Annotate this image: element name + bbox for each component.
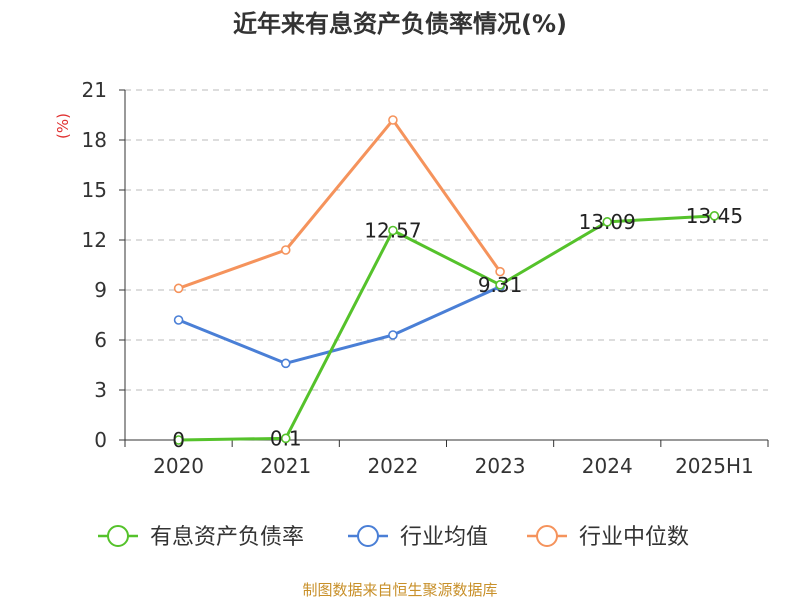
legend-label: 行业中位数: [579, 525, 689, 550]
series-line: [177, 285, 502, 365]
data-label: 0: [172, 428, 185, 452]
x-tick-labels: 2020 2021 2022 2023 2024 2025H1: [153, 454, 754, 478]
y-tick-label: 18: [82, 128, 107, 152]
y-tick-label: 9: [94, 278, 107, 302]
y-tick-label: 6: [94, 328, 107, 352]
data-point: [388, 115, 398, 125]
data-label: 13.09: [579, 210, 636, 234]
x-tick-label: 2024: [582, 454, 633, 478]
chart-title: 近年来有息资产负债率情况(%): [233, 10, 567, 38]
legend-marker: [536, 525, 558, 547]
y-tick-label: 12: [82, 228, 107, 252]
data-labels: 0 0.1 12.57 9.31 13.09 13.45: [172, 204, 743, 452]
data-point: [602, 217, 613, 227]
data-label: 0.1: [270, 426, 302, 450]
x-tick-label: 2025H1: [675, 454, 754, 478]
series-lines: [173, 115, 720, 445]
data-point: [173, 435, 184, 445]
data-point: [280, 433, 291, 444]
data-point: [709, 211, 720, 221]
legend-marker: [357, 525, 379, 547]
data-point: [173, 315, 184, 325]
x-tick-label: 2020: [153, 454, 204, 478]
legend-marker: [107, 525, 129, 547]
source-note: 制图数据来自恒生聚源数据库: [302, 581, 497, 599]
series-line: [177, 214, 716, 442]
series-line: [177, 118, 502, 290]
data-label: 12.57: [364, 219, 421, 243]
y-axis-label: (%): [54, 113, 72, 139]
legend-label: 有息资产负债率: [150, 525, 304, 550]
y-tick-labels: 0 3 6 9 12 15 18 21: [82, 78, 107, 452]
y-tick-label: 0: [94, 428, 107, 452]
x-tick-label: 2022: [367, 454, 418, 478]
axes: [119, 89, 769, 447]
data-label: 9.31: [478, 273, 523, 297]
data-label: 13.45: [686, 204, 743, 228]
data-point: [280, 245, 291, 255]
y-tick-label: 15: [82, 178, 107, 202]
data-point: [388, 225, 398, 236]
x-tick-label: 2023: [475, 454, 526, 478]
data-point: [495, 280, 505, 290]
legend: 有息资产负债率 行业均值 行业中位数: [98, 525, 689, 550]
y-tick-label: 3: [94, 378, 107, 402]
data-point: [173, 283, 184, 294]
legend-label: 行业均值: [400, 525, 488, 550]
grid-lines: [125, 89, 768, 391]
data-point: [280, 358, 291, 369]
data-point: [495, 266, 505, 277]
x-tick-label: 2021: [260, 454, 311, 478]
y-tick-label: 21: [82, 78, 107, 102]
data-point: [388, 330, 398, 340]
